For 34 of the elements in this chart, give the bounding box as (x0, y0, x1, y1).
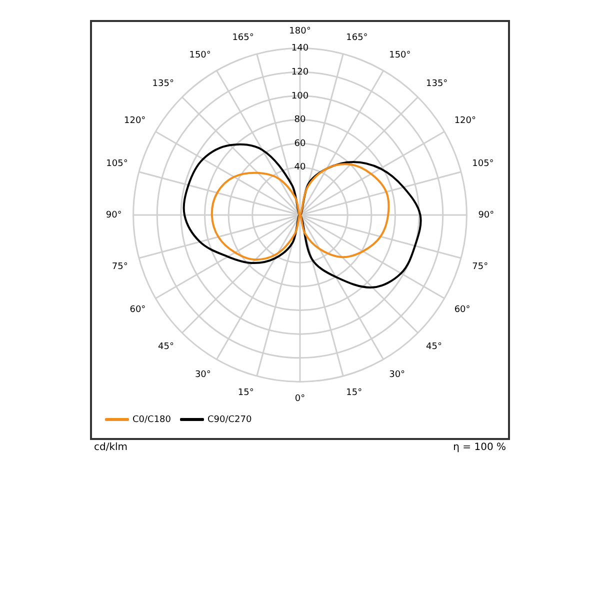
spoke-label: 15° (238, 388, 254, 398)
spoke-label: 30° (194, 370, 211, 380)
legend-label: C90/C270 (208, 414, 252, 425)
spoke-label: 45° (158, 342, 174, 352)
spoke-label: 60° (130, 304, 146, 315)
text: η = 100 % (453, 442, 506, 453)
spoke-label: 135° (426, 78, 448, 89)
y-tick-label: 120 (291, 67, 309, 78)
spoke-label: 90° (106, 210, 122, 220)
spoke-label: 60° (454, 304, 470, 315)
spoke-label: 45° (426, 342, 442, 352)
spoke-label: 15° (346, 388, 362, 398)
spoke-label: 75° (112, 262, 128, 272)
spoke-label: 150° (389, 50, 411, 61)
spoke-label: 165° (232, 32, 254, 43)
y-tick-label: 140 (291, 44, 309, 54)
y-tick-label: 100 (291, 91, 309, 102)
y-tick-label: 80 (294, 115, 306, 126)
spoke-label: 30° (389, 370, 406, 380)
spoke-label: 150° (189, 50, 211, 61)
spoke-label: 120° (124, 116, 146, 126)
spoke-label: 105° (472, 158, 494, 169)
spoke-label: 120° (454, 116, 476, 126)
spoke-label: 135° (152, 78, 174, 89)
legend-label: C0/C180 (132, 414, 172, 425)
y-tick-label: 40 (294, 162, 306, 173)
spoke-label: 75° (472, 262, 488, 272)
spoke-label: 180° (289, 26, 311, 37)
text: cd/klm (94, 442, 128, 453)
spoke-label: 105° (106, 158, 128, 169)
spoke-label: 165° (346, 32, 368, 43)
y-tick-label: 60 (294, 138, 306, 149)
spoke-label: 0° (294, 394, 306, 404)
spoke-label: 90° (478, 210, 494, 220)
